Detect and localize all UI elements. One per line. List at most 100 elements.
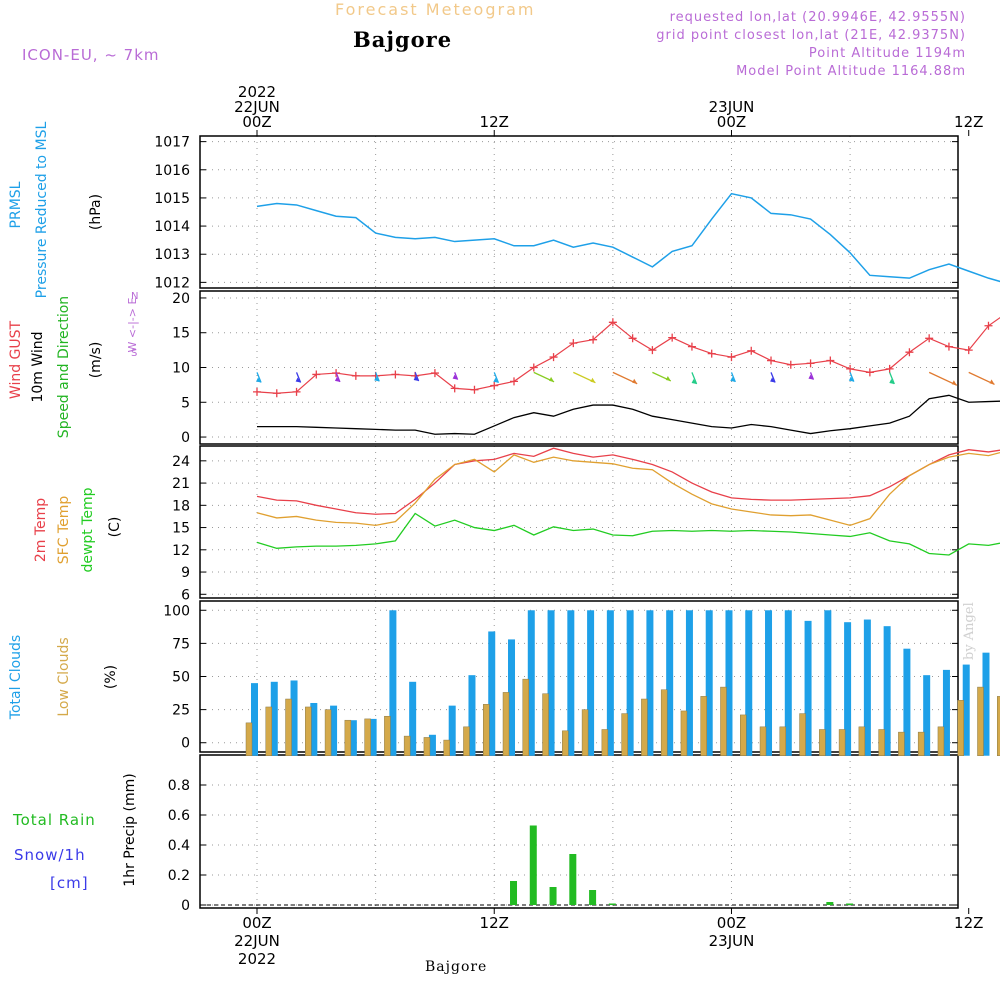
total-cloud-bar bbox=[587, 610, 595, 756]
total-cloud-bar bbox=[784, 610, 792, 756]
total-cloud-bar bbox=[745, 610, 753, 756]
low-cloud-bar bbox=[957, 700, 964, 756]
gust-marker bbox=[806, 359, 815, 368]
gust-marker bbox=[391, 370, 400, 379]
low-cloud-bar bbox=[898, 731, 905, 756]
snow-unit: [cm] bbox=[50, 874, 89, 892]
wind-arrow bbox=[256, 372, 262, 383]
low-cloud-bar bbox=[937, 726, 945, 756]
low-cloud-bar bbox=[759, 726, 767, 756]
gridpoint-coords: grid point closest lon,lat (21E, 42.9375… bbox=[656, 28, 966, 43]
precip-bar bbox=[510, 881, 518, 905]
wind-arrow-head bbox=[334, 376, 340, 382]
low-cloud-bar bbox=[305, 706, 312, 756]
gust-marker bbox=[885, 364, 894, 373]
low-cloud-bar bbox=[977, 686, 984, 756]
total-cloud-bar bbox=[251, 683, 258, 756]
low-cloud-bar bbox=[443, 739, 450, 756]
wind-dir-label: Speed and Direction bbox=[56, 296, 72, 438]
total-cloud-bar bbox=[290, 680, 298, 756]
y-tick-label: 1015 bbox=[154, 191, 190, 207]
low-cloud-bar bbox=[423, 737, 431, 756]
wind-arrow-head bbox=[691, 378, 697, 384]
t2m-label: 2m Temp bbox=[33, 498, 49, 562]
y-tick-label: 20 bbox=[172, 291, 190, 307]
y-tick-label: 0.2 bbox=[168, 868, 190, 884]
precip-bar bbox=[529, 825, 537, 905]
wind-arrow bbox=[889, 372, 895, 385]
pressure-label-2: Pressure Reduced to MSL bbox=[34, 121, 50, 298]
pressure-unit: (hPa) bbox=[88, 194, 104, 230]
total-cloud-bar bbox=[646, 610, 654, 756]
low-cloud-bar bbox=[720, 686, 727, 756]
y-tick-label: 12 bbox=[172, 543, 190, 559]
wind-speed-line bbox=[257, 394, 1000, 435]
y-tick-label: 0 bbox=[181, 430, 190, 446]
top-time-label: 00Z bbox=[717, 113, 746, 131]
wind-arrow bbox=[414, 372, 420, 382]
total-cloud-bar bbox=[863, 619, 871, 756]
low-cloud-bar bbox=[403, 735, 411, 756]
wind-arrow bbox=[335, 372, 341, 383]
wind-arrow-head bbox=[889, 378, 895, 384]
gust-marker bbox=[450, 384, 459, 393]
bottom-time-label: 2022 bbox=[238, 950, 276, 968]
total-cloud-bar bbox=[527, 610, 535, 756]
wind-arrow bbox=[849, 372, 855, 382]
wind-arrow bbox=[928, 371, 958, 386]
wind-arrow-head bbox=[951, 380, 957, 386]
low-cloud-bar bbox=[621, 713, 628, 756]
y-tick-label: 9 bbox=[181, 565, 190, 581]
bottom-time-label: 12Z bbox=[954, 914, 983, 932]
clouds-unit: (%) bbox=[103, 665, 119, 689]
y-tick-label: 100 bbox=[163, 603, 190, 619]
gust-marker bbox=[707, 349, 716, 358]
low-cloud-bar bbox=[819, 729, 826, 756]
total-cloud-bar bbox=[666, 610, 674, 756]
total-cloud-bar bbox=[982, 652, 990, 756]
wind-arrow bbox=[493, 372, 500, 384]
wind-arrow-head bbox=[549, 376, 555, 382]
y-tick-label: 25 bbox=[172, 703, 190, 719]
gust-marker bbox=[944, 342, 953, 351]
precip-bar bbox=[846, 903, 854, 905]
wind-arrow-head bbox=[989, 379, 995, 385]
panel-frame bbox=[199, 135, 959, 289]
y-tick-label: 75 bbox=[172, 636, 190, 652]
top-time-label: 23JUN bbox=[709, 98, 755, 116]
y-tick-label: 1013 bbox=[154, 247, 190, 263]
y-tick-label: 15 bbox=[172, 521, 190, 537]
total-cloud-bar bbox=[685, 610, 693, 756]
chart-title: Forecast Meteogram bbox=[335, 0, 536, 19]
low-cloud-bar bbox=[838, 729, 846, 756]
total-cloud-bar bbox=[923, 675, 931, 756]
gust-marker bbox=[490, 381, 499, 390]
y-tick-label: 0.6 bbox=[168, 808, 190, 824]
total-cloud-bar bbox=[942, 669, 950, 756]
gust-marker bbox=[430, 369, 439, 378]
footer-location: Bajgore bbox=[425, 959, 488, 975]
wind-arrow bbox=[730, 372, 736, 383]
gust-marker bbox=[668, 333, 677, 342]
gust-marker bbox=[786, 360, 795, 369]
compass-n: N bbox=[131, 291, 138, 302]
low-cloud-bar bbox=[384, 715, 391, 756]
low-cloud-bar bbox=[997, 696, 1000, 756]
panel-frame bbox=[199, 600, 959, 753]
y-tick-label: 1017 bbox=[154, 135, 190, 151]
wind-arrow-head bbox=[256, 377, 262, 383]
bottom-time-label: 23JUN bbox=[709, 932, 755, 950]
low-cloud-bar bbox=[917, 731, 925, 756]
compass-label: W <-|-> E bbox=[126, 298, 139, 353]
wind-label: 10m Wind bbox=[30, 331, 46, 402]
gust-marker bbox=[747, 346, 756, 355]
total-cloud-bar bbox=[883, 626, 891, 756]
wind-arrow-head bbox=[590, 377, 596, 383]
gust-marker bbox=[529, 363, 538, 372]
gust-marker bbox=[589, 335, 598, 344]
low-cloud-bar bbox=[562, 730, 569, 756]
gust-marker bbox=[292, 387, 301, 396]
total-cloud-bar bbox=[369, 718, 377, 756]
y-tick-label: 1014 bbox=[154, 219, 190, 235]
low-clouds-label: Low Clouds bbox=[56, 637, 72, 716]
